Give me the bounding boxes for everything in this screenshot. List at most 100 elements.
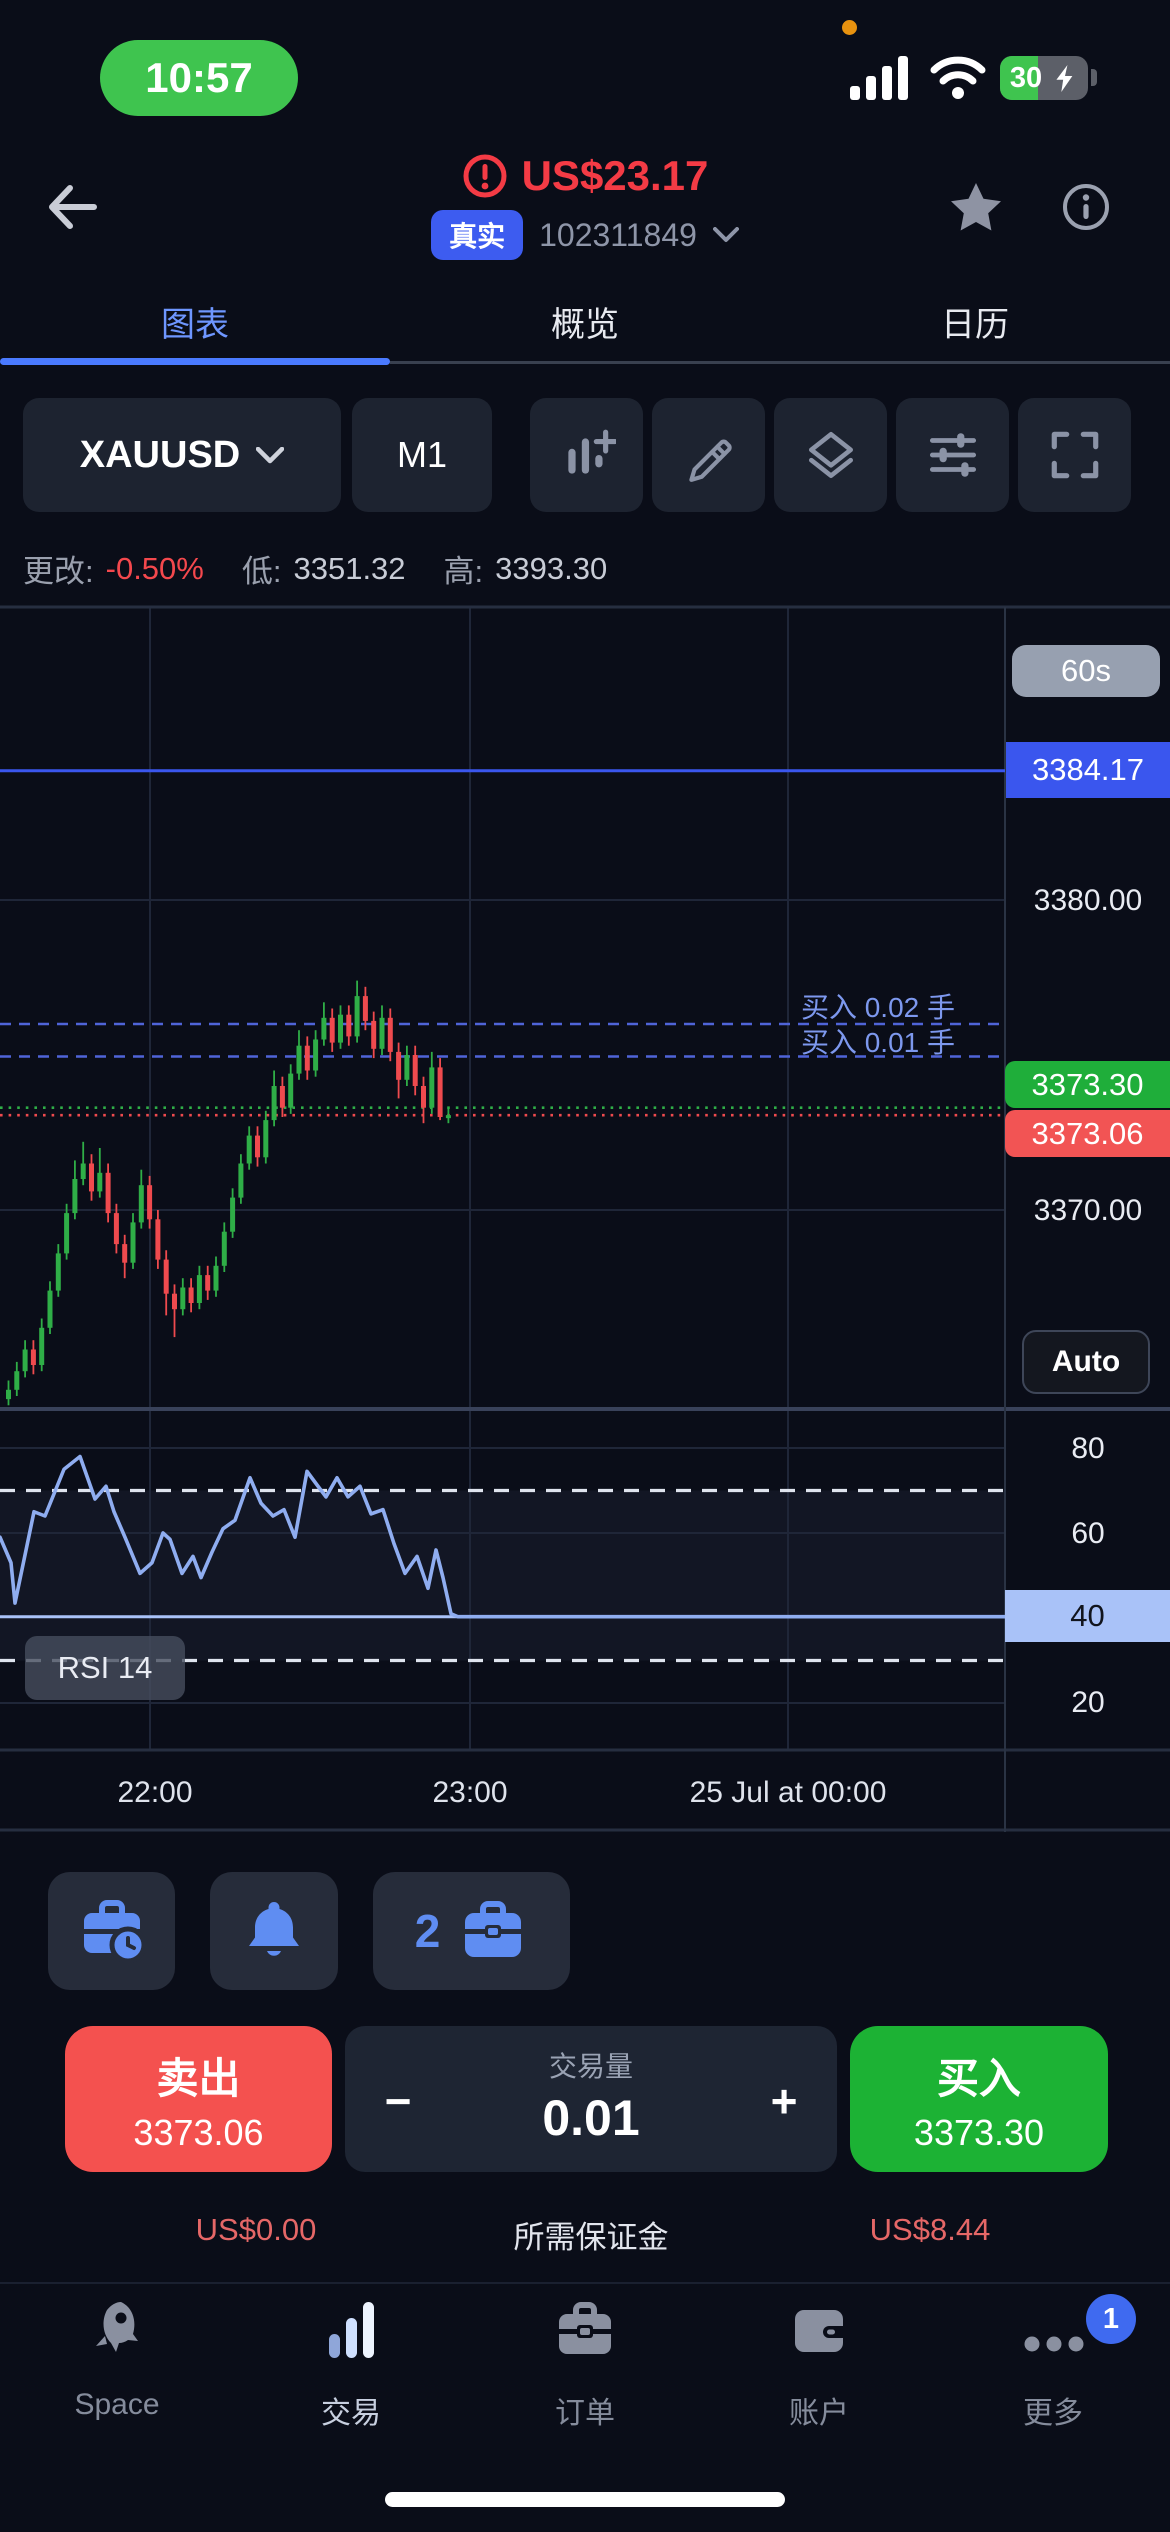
chart-settings-button[interactable] <box>896 398 1009 512</box>
notification-badge: 1 <box>1086 2294 1136 2344</box>
buy-button[interactable]: 买入 3373.30 <box>850 2026 1108 2172</box>
wifi-icon <box>930 56 986 99</box>
tab-calendar[interactable]: 日历 <box>780 292 1170 350</box>
volume-label: 交易量 <box>548 2051 633 2082</box>
more-dots-icon <box>1024 2336 1084 2352</box>
pencil-icon <box>688 439 732 482</box>
indicators-button[interactable] <box>530 398 643 512</box>
bottom-nav-divider <box>0 2282 1170 2284</box>
home-indicator[interactable] <box>385 2492 785 2507</box>
mic-indicator-dot <box>842 20 857 35</box>
chevron-down-icon <box>712 227 739 242</box>
sell-label: 卖出 <box>156 2054 241 2102</box>
volume-stepper: − 交易量 0.01 + <box>345 2026 837 2172</box>
time-tick-0000: 25 Jul at 00:00 <box>689 1776 887 1809</box>
low-label: 低: <box>241 554 282 589</box>
orders-briefcase-icon <box>559 2302 611 2354</box>
rocket-icon <box>96 2302 138 2352</box>
nav-label-space: Space <box>74 2388 160 2421</box>
sell-price: 3373.06 <box>133 2111 264 2153</box>
rsi-current-text: 40 <box>1070 1598 1105 1633</box>
open-positions-button[interactable]: 2 <box>373 1872 570 1990</box>
nav-label-trade: 交易 <box>321 2397 381 2430</box>
tabs-divider <box>390 361 1170 364</box>
fullscreen-icon <box>1051 431 1098 479</box>
battery-fill <box>1000 56 1038 100</box>
timeframe-button[interactable]: M1 <box>352 398 492 512</box>
buy-margin-value: US$8.44 <box>869 2212 991 2247</box>
warning-icon <box>463 154 507 198</box>
countdown-text: 60s <box>1061 653 1111 688</box>
bid-price-label: 3373.06 <box>1005 1110 1170 1157</box>
time-tick-2300: 23:00 <box>432 1776 508 1809</box>
bid-price-text: 3373.06 <box>1031 1115 1144 1151</box>
minus-sign: − <box>384 2075 412 2127</box>
order-history-button[interactable] <box>48 1872 175 1990</box>
auto-scale-text: Auto <box>1051 1345 1121 1378</box>
symbol-label: XAUUSD <box>79 433 241 476</box>
rsi-chip-text: RSI 14 <box>57 1650 153 1685</box>
sell-margin-value: US$0.00 <box>195 2212 317 2247</box>
symbol-selector[interactable]: XAUUSD <box>23 398 341 512</box>
tab-calendar-label: 日历 <box>941 305 1009 344</box>
ask-price-label: 3373.30 <box>1005 1061 1170 1108</box>
timeframe-label: M1 <box>396 434 447 475</box>
tab-overview[interactable]: 概览 <box>390 292 780 350</box>
candle-countdown-badge: 60s <box>1012 645 1160 697</box>
alert-price-label[interactable]: 3384.17 <box>1006 742 1170 798</box>
rsi-tick-80: 80 <box>1071 1432 1105 1465</box>
nav-label-account: 账户 <box>789 2397 849 2430</box>
status-time-pill[interactable]: 10:57 <box>100 40 298 116</box>
change-value: -0.50% <box>105 550 204 586</box>
pl-header: US$23.17 <box>0 150 1170 202</box>
account-type-badge: 真实 <box>431 210 524 260</box>
price-tick-3370: 3370.00 <box>1033 1194 1143 1227</box>
rsi-tick-60: 60 <box>1071 1517 1105 1550</box>
price-tick-3380: 3380.00 <box>1033 884 1143 917</box>
status-time: 10:57 <box>145 54 253 101</box>
indicator-plus-icon <box>567 429 616 474</box>
pl-value: US$23.17 <box>521 152 709 199</box>
pending-order-label-1[interactable]: 买入 0.02 手 <box>800 992 955 1023</box>
info-icon[interactable] <box>1060 181 1112 233</box>
bar-chart-icon <box>329 2302 374 2358</box>
charging-bolt-icon <box>1056 65 1073 92</box>
chevron-down-icon <box>256 446 285 463</box>
ask-price-text: 3373.30 <box>1031 1066 1144 1102</box>
account-id: 102311849 <box>539 216 697 253</box>
auto-scale-button[interactable]: Auto <box>1022 1330 1150 1394</box>
pending-order-label-2[interactable]: 买入 0.01 手 <box>800 1027 955 1058</box>
favorite-star-icon[interactable] <box>948 179 1004 235</box>
sliders-icon <box>929 433 976 477</box>
alerts-button[interactable] <box>210 1872 338 1990</box>
low-value: 3351.32 <box>293 550 406 586</box>
plus-sign: + <box>770 2075 798 2127</box>
fullscreen-button[interactable] <box>1018 398 1131 512</box>
rsi-tick-20: 20 <box>1071 1686 1105 1719</box>
sell-button[interactable]: 卖出 3373.06 <box>65 2026 332 2172</box>
tab-chart[interactable]: 图表 <box>0 292 390 350</box>
price-chart[interactable] <box>0 605 1170 1832</box>
nav-label-orders: 订单 <box>555 2397 615 2430</box>
account-selector[interactable]: 真实 102311849 <box>0 210 1170 260</box>
layers-button[interactable] <box>774 398 887 512</box>
badge-count: 1 <box>1102 2302 1120 2335</box>
alert-price-text: 3384.17 <box>1031 752 1145 787</box>
buy-label: 买入 <box>936 2054 1021 2102</box>
volume-increase-button[interactable]: + <box>749 2066 819 2136</box>
briefcase-clock-icon <box>83 1900 146 1964</box>
wallet-icon <box>795 2310 843 2352</box>
battery-percent: 30 <box>1009 61 1043 94</box>
rsi-current-label: 40 <box>1005 1590 1170 1642</box>
buy-price: 3373.30 <box>913 2111 1045 2153</box>
draw-button[interactable] <box>652 398 765 512</box>
margin-required-label: 所需保证金 <box>513 2220 669 2255</box>
layers-icon <box>808 431 853 479</box>
cellular-signal-icon <box>850 56 908 100</box>
daily-stats: 更改: -0.50% 低: 3351.32 高: 3393.30 <box>23 546 607 591</box>
back-button[interactable] <box>44 180 100 234</box>
volume-value[interactable]: 0.01 <box>542 2090 640 2146</box>
rsi-indicator-chip[interactable]: RSI 14 <box>25 1636 185 1700</box>
volume-decrease-button[interactable]: − <box>363 2066 433 2136</box>
